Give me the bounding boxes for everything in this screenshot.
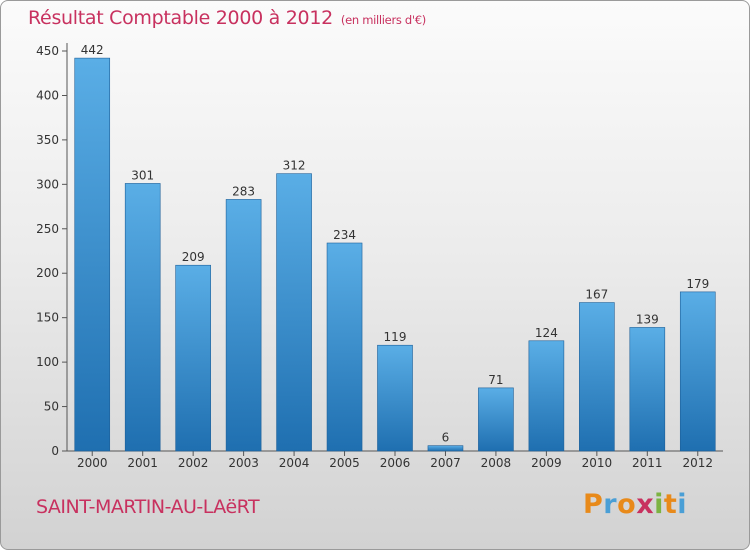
- data-label: 283: [232, 184, 255, 198]
- x-tick-label: 2001: [127, 456, 158, 470]
- logo-letter: i: [654, 489, 664, 520]
- bar: [679, 291, 716, 452]
- y-tick-label: 250: [36, 222, 59, 236]
- proxiti-logo: Proxiti: [583, 489, 687, 520]
- logo-letter: o: [617, 489, 637, 520]
- bar: [478, 387, 514, 452]
- x-tick-label: 2009: [531, 456, 562, 470]
- chart-bars: [74, 57, 716, 452]
- bar: [225, 199, 262, 452]
- bar: [579, 302, 615, 452]
- logo-letter: r: [603, 489, 618, 520]
- y-tick-label: 100: [36, 355, 59, 369]
- logo-letter: x: [636, 489, 655, 520]
- x-tick-label: 2010: [582, 456, 613, 470]
- x-tick-label: 2006: [380, 456, 411, 470]
- x-tick-label: 2005: [329, 456, 360, 470]
- data-label: 167: [585, 288, 608, 302]
- y-tick-label: 450: [36, 44, 59, 58]
- x-tick-label: 2000: [77, 456, 108, 470]
- bar: [124, 183, 161, 452]
- data-label: 234: [333, 228, 356, 242]
- logo-letter: i: [677, 489, 688, 520]
- chart-data-labels: 442 301 209 283 312 234 119 6 71 124 167 139 179: [81, 43, 709, 445]
- y-tick-label: 300: [36, 177, 59, 191]
- x-tick-label: 2007: [430, 456, 461, 470]
- x-tick-label: 2012: [682, 456, 713, 470]
- data-label: 179: [686, 277, 709, 291]
- data-label: 209: [182, 250, 205, 264]
- data-label: 6: [442, 431, 450, 445]
- data-label: 124: [535, 326, 558, 340]
- chart-title: Résultat Comptable 2000 à 2012 (en millie…: [28, 7, 426, 29]
- data-label: 71: [488, 373, 503, 387]
- bar: [427, 445, 464, 452]
- logo-letter: t: [663, 489, 678, 520]
- y-tick-label: 50: [44, 400, 59, 414]
- bar: [175, 264, 211, 452]
- x-tick-label: 2008: [481, 456, 512, 470]
- data-label: 442: [81, 43, 104, 57]
- bar: [74, 57, 111, 452]
- chart-title-text: Résultat Comptable 2000 à 2012: [28, 7, 333, 29]
- y-tick-label: 400: [36, 88, 59, 102]
- data-label: 312: [283, 159, 306, 173]
- bar: [528, 340, 565, 452]
- y-tick-label: 0: [51, 444, 59, 458]
- data-label: 301: [131, 168, 154, 182]
- bar: [276, 173, 312, 452]
- x-tick-label: 2002: [178, 456, 209, 470]
- data-label: 119: [384, 330, 407, 344]
- chart-subtitle: (en milliers d'€): [340, 13, 426, 27]
- y-tick-label: 200: [36, 266, 59, 280]
- data-label: 139: [636, 312, 659, 326]
- commune-name: SAINT-MARTIN-AU-LAëRT: [36, 496, 260, 518]
- bar: [629, 327, 666, 452]
- x-tick-label: 2003: [228, 456, 259, 470]
- bar: [326, 242, 363, 452]
- y-tick-label: 350: [36, 133, 59, 147]
- logo-letter: P: [583, 489, 604, 520]
- x-tick-label: 2011: [632, 456, 663, 470]
- y-tick-label: 150: [36, 311, 59, 325]
- x-tick-label: 2004: [279, 456, 310, 470]
- bar: [377, 344, 413, 452]
